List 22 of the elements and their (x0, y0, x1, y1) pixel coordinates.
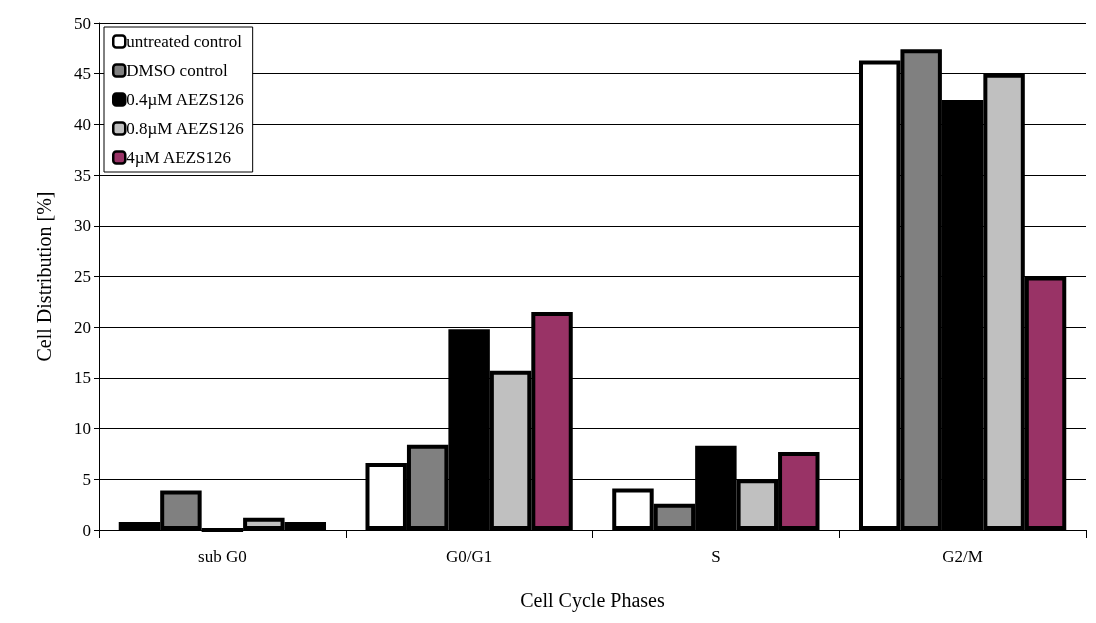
legend-label: untreated control (126, 32, 243, 51)
y-tick-label: 0 (82, 520, 91, 540)
legend-label: DMSO control (126, 61, 229, 80)
y-tick-label: 40 (74, 114, 91, 134)
y-tick-label: 35 (74, 165, 91, 185)
y-tick-label: 25 (74, 267, 91, 286)
legend-label: 0.4µM AEZS126 (126, 90, 244, 109)
y-tick-label: 50 (74, 13, 91, 33)
y-tick-label: 5 (82, 469, 91, 489)
x-tick-label: S (711, 547, 721, 566)
legend-label: 0.8µM AEZS126 (126, 119, 244, 138)
legend-label: 4µM AEZS126 (126, 148, 231, 167)
x-tick-label: G2/M (942, 547, 983, 566)
x-tick-label: sub G0 (198, 547, 247, 566)
y-tick-label: 10 (74, 419, 91, 439)
y-tick-label: 45 (74, 64, 91, 84)
y-tick-label: 15 (74, 368, 91, 388)
x-axis-title: Cell Cycle Phases (520, 589, 665, 612)
y-tick-label: 20 (74, 317, 91, 337)
y-tick-label: 30 (74, 216, 91, 236)
y-axis-title: Cell Distribution [%] (33, 191, 55, 362)
x-tick-label: G0/G1 (445, 547, 493, 566)
